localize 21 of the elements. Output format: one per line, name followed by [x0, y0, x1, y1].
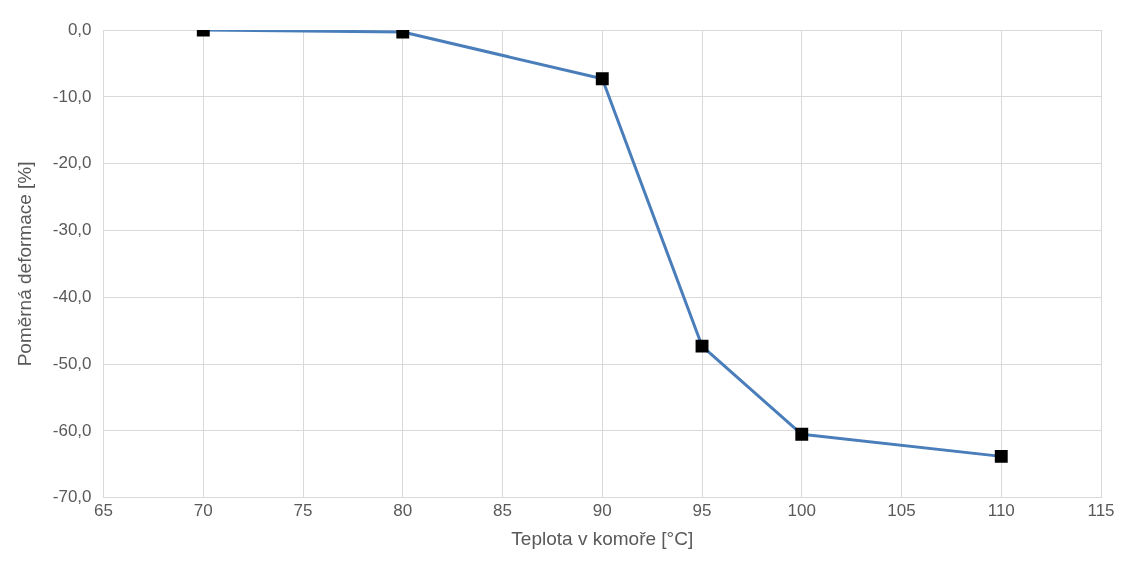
- x-axis-title: Teplota v komoře [°C]: [511, 527, 694, 549]
- x-tick-label: 65: [94, 500, 114, 520]
- y-axis-title: Poměrná deformace [%]: [13, 161, 35, 367]
- x-tick-label: 90: [592, 500, 612, 520]
- y-tick-label: -10,0: [52, 86, 92, 106]
- x-tick-label: 75: [293, 500, 313, 520]
- x-tick-label: 110: [987, 500, 1015, 520]
- x-tick-label: 80: [393, 500, 413, 520]
- x-tick-label: 105: [887, 500, 916, 520]
- y-tick-label: -40,0: [52, 287, 92, 306]
- y-tick-label: -70,0: [52, 487, 92, 507]
- x-tick-label: 85: [493, 500, 512, 520]
- y-tick-label: 0,0: [67, 19, 92, 39]
- x-tick-label: 100: [787, 500, 816, 520]
- y-tick-label: -60,0: [52, 420, 92, 440]
- y-tick-label: -30,0: [52, 220, 92, 240]
- x-tick-label: 70: [193, 500, 213, 520]
- x-tick-label: 95: [692, 500, 712, 520]
- y-tick-label: -20,0: [52, 153, 92, 173]
- y-tick-label: -50,0: [52, 353, 92, 373]
- x-tick-label: 115: [1087, 500, 1115, 520]
